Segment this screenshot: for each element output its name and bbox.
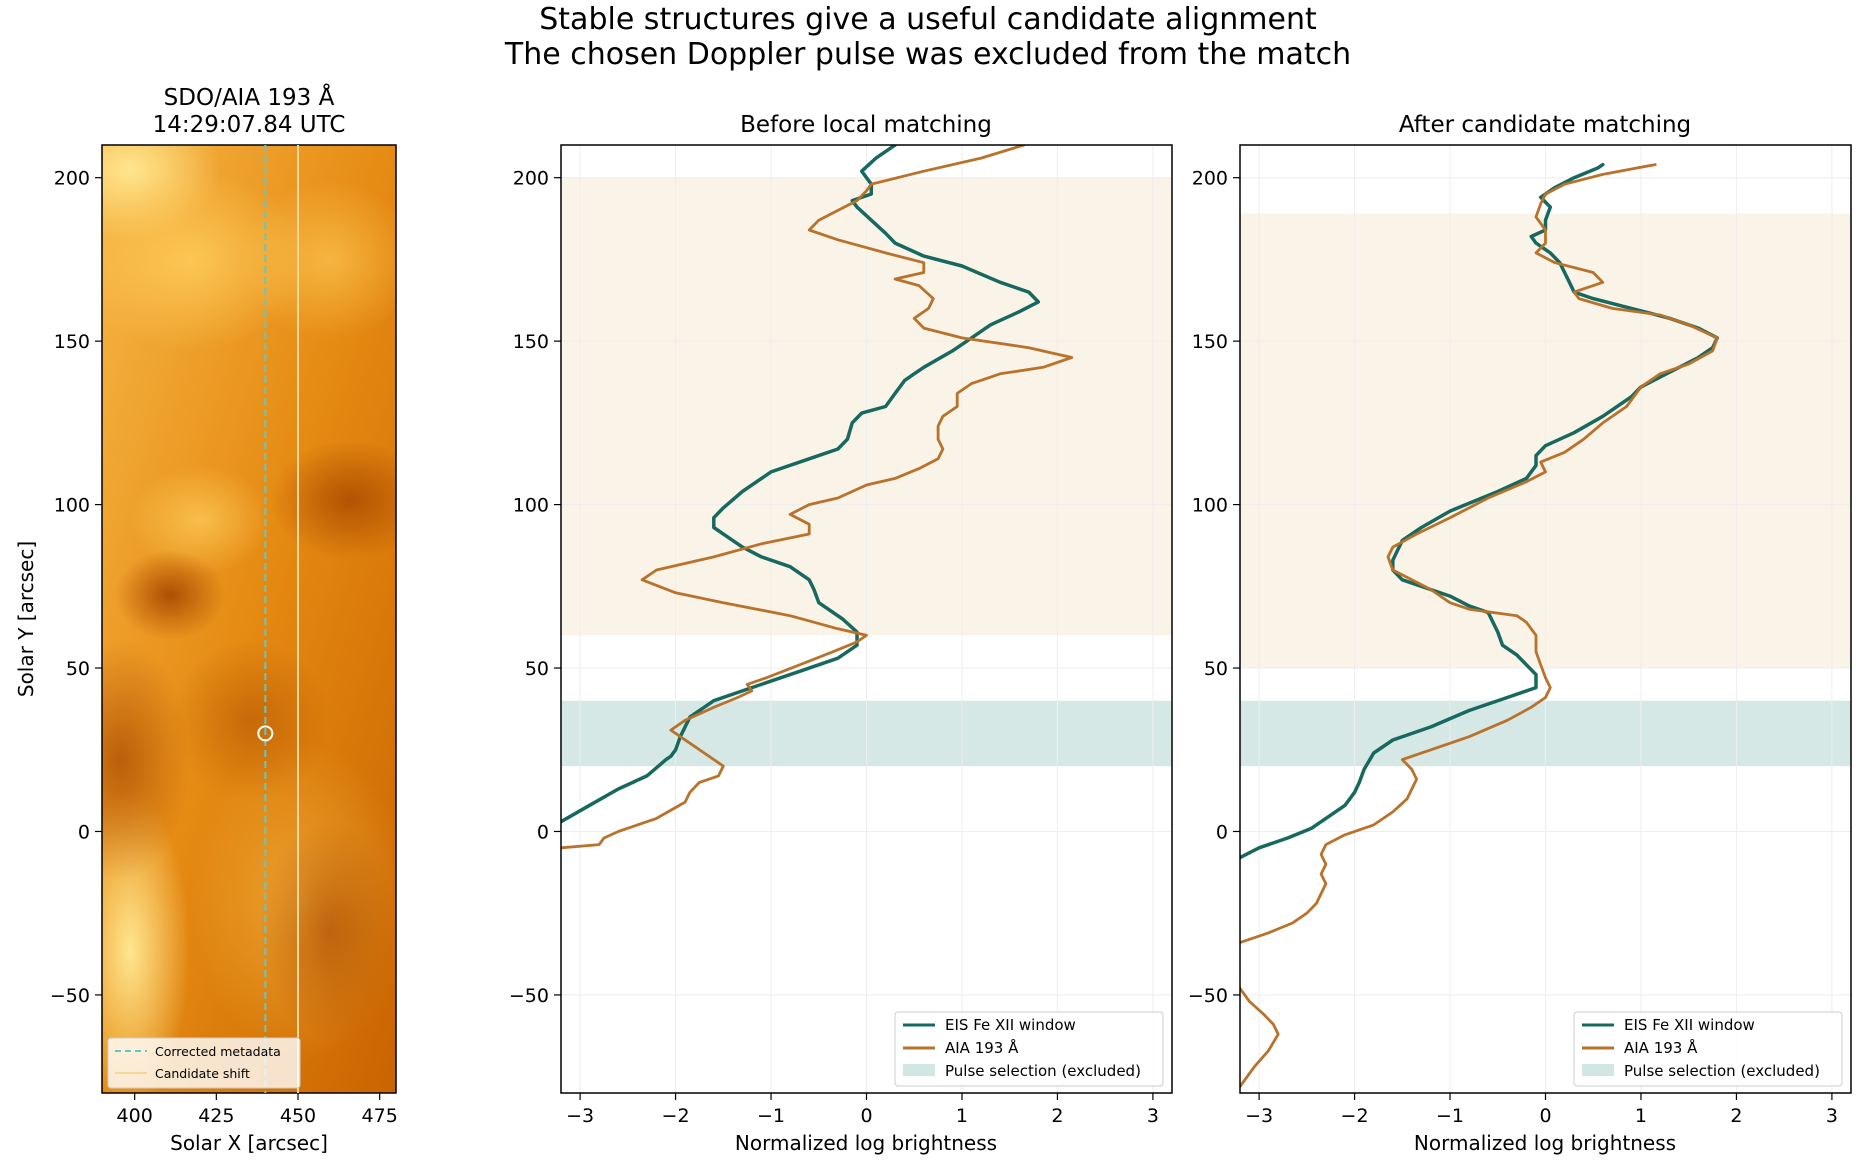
aia-profile-line — [561, 145, 1074, 850]
y-tick-label: 100 — [54, 495, 90, 517]
x-tick-label: 3 — [1826, 1105, 1838, 1127]
p2-legend-eis: EIS Fe XII window — [1624, 1016, 1755, 1034]
y-tick-label: 50 — [66, 658, 90, 680]
panel2-title: After candidate matching — [1399, 112, 1691, 138]
p2-legend-pulse: Pulse selection (excluded) — [1624, 1062, 1820, 1080]
after-matching-panel: After candidate matching −3 −2 −1 0 1 2 3 −50 0 5… — [1188, 112, 1852, 1155]
x-tick-label: 425 — [198, 1105, 234, 1127]
x-tick-label: −1 — [757, 1105, 785, 1127]
y-tick-label: 0 — [537, 821, 549, 843]
legend-corrected-metadata: Corrected metadata — [155, 1044, 281, 1059]
x-tick-label: −3 — [566, 1105, 594, 1127]
eis-profile-line — [561, 145, 1041, 824]
map-ylabel: Solar Y [arcsec] — [14, 541, 38, 697]
x-tick-label: 2 — [1730, 1105, 1742, 1127]
y-tick-label: 200 — [1192, 168, 1228, 190]
x-tick-label: 2 — [1051, 1105, 1063, 1127]
y-tick-label: −50 — [1188, 985, 1228, 1007]
aia-profile-line — [1240, 987, 1280, 1088]
map-title-line2: 14:29:07.84 UTC — [153, 112, 346, 138]
y-tick-label: 100 — [1192, 495, 1228, 517]
map-axes: 400 425 450 475 −50 0 50 100 150 200 — [50, 168, 398, 1127]
y-tick-label: 0 — [78, 821, 90, 843]
map-overlay — [257, 145, 299, 1093]
y-tick-label: 50 — [525, 658, 549, 680]
x-tick-label: 3 — [1147, 1105, 1159, 1127]
x-tick-label: 450 — [280, 1105, 316, 1127]
x-tick-label: 1 — [956, 1105, 968, 1127]
y-tick-label: 200 — [54, 168, 90, 190]
y-tick-label: 200 — [513, 168, 549, 190]
y-tick-label: 150 — [54, 331, 90, 353]
x-tick-label: −1 — [1436, 1105, 1464, 1127]
aia-image — [102, 145, 396, 1093]
panel1-grid — [561, 145, 1172, 1093]
x-tick-label: −2 — [662, 1105, 690, 1127]
p2-legend-aia: AIA 193 Å — [1624, 1038, 1698, 1057]
y-tick-label: −50 — [509, 985, 549, 1007]
y-tick-label: 150 — [513, 331, 549, 353]
panel2-axes: −3 −2 −1 0 1 2 3 −50 0 50 100 150 200 — [1188, 168, 1838, 1127]
figure-title-line1: Stable structures give a useful candidat… — [539, 2, 1317, 37]
panel2-legend: EIS Fe XII window AIA 193 Å Pulse select… — [1573, 1011, 1843, 1087]
x-tick-label: −2 — [1341, 1105, 1369, 1127]
figure-title-line2: The chosen Doppler pulse was excluded fr… — [504, 37, 1351, 72]
panel2-lines — [1240, 162, 1720, 1088]
panel1-title: Before local matching — [740, 112, 992, 138]
map-frame — [101, 144, 397, 1094]
y-tick-label: 150 — [1192, 331, 1228, 353]
panel1-lines — [561, 145, 1074, 850]
eis-profile-line — [1240, 162, 1720, 860]
p2-legend-pulse-swatch — [1582, 1064, 1614, 1076]
panel2-xlabel: Normalized log brightness — [1414, 1131, 1676, 1155]
x-tick-label: 1 — [1635, 1105, 1647, 1127]
panel2-grid — [1240, 145, 1851, 1093]
x-tick-label: 400 — [117, 1105, 153, 1127]
x-tick-label: 475 — [362, 1105, 398, 1127]
map-legend: Corrected metadata Candidate shift — [107, 1037, 301, 1089]
legend-candidate-shift: Candidate shift — [155, 1066, 250, 1081]
p1-legend-pulse: Pulse selection (excluded) — [945, 1062, 1141, 1080]
map-xlabel: Solar X [arcsec] — [170, 1131, 328, 1155]
aia-map-panel: SDO/AIA 193 Å 14:29:07.84 UTC 400 425 450 4… — [14, 83, 398, 1155]
aia-profile-line — [1240, 163, 1719, 944]
p1-legend-pulse-swatch — [903, 1064, 935, 1076]
panel1-xlabel: Normalized log brightness — [735, 1131, 997, 1155]
y-tick-label: 50 — [1204, 658, 1228, 680]
p1-legend-aia: AIA 193 Å — [945, 1038, 1019, 1057]
y-tick-label: 0 — [1216, 821, 1228, 843]
x-tick-label: −3 — [1245, 1105, 1273, 1127]
y-tick-label: 100 — [513, 495, 549, 517]
pointing-marker — [257, 725, 274, 742]
panel1-legend: EIS Fe XII window AIA 193 Å Pulse select… — [894, 1011, 1164, 1087]
x-tick-label: 0 — [860, 1105, 872, 1127]
p1-legend-eis: EIS Fe XII window — [945, 1016, 1076, 1034]
before-matching-panel: Before local matching −3 −2 −1 0 1 2 3 −50 0 50 10… — [509, 112, 1173, 1155]
x-tick-label: 0 — [1539, 1105, 1551, 1127]
map-title-line1: SDO/AIA 193 Å — [164, 83, 335, 111]
y-tick-label: −50 — [50, 985, 90, 1007]
panel1-axes: −3 −2 −1 0 1 2 3 −50 0 50 100 150 200 — [509, 168, 1159, 1127]
